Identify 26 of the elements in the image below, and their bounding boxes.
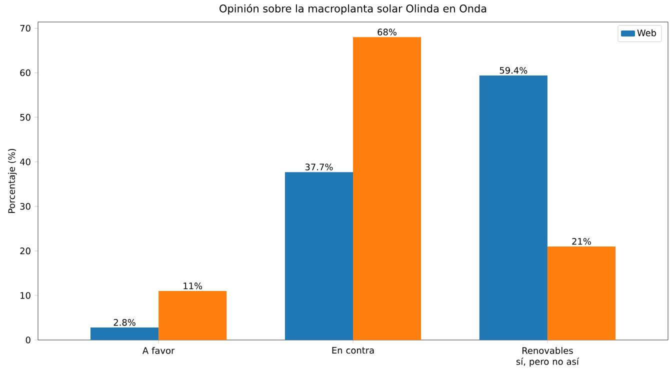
data-label: 59.4%	[500, 66, 528, 74]
x-tick-label: En contra	[332, 347, 374, 354]
y-tick-label: 40	[20, 158, 30, 166]
y-axis-title: Porcentaje (%)	[8, 148, 17, 213]
data-label: 68%	[378, 28, 397, 36]
x-tick-label: A favor	[142, 347, 175, 354]
y-tick-label: 0	[26, 336, 30, 344]
data-label: 37.7%	[305, 164, 333, 170]
y-tick-label: 50	[20, 114, 30, 121]
y-tick-label: 60	[20, 69, 30, 76]
bar	[90, 328, 159, 340]
bar	[158, 291, 227, 340]
chart-title: Opinión sobre la macroplanta solar Olinda en Onda	[220, 4, 486, 14]
legend-label: Web	[637, 29, 656, 36]
bar	[479, 75, 548, 340]
y-tick-label: 30	[20, 202, 30, 210]
bar	[353, 37, 422, 340]
bar	[284, 172, 354, 340]
data-label: 21%	[572, 238, 591, 245]
data-label: 11%	[184, 282, 202, 290]
y-tick-label: 20	[20, 248, 30, 254]
x-tick-label: Renovables sí, pero no así	[516, 347, 580, 367]
bar	[547, 246, 616, 340]
y-tick-label: 10	[20, 292, 30, 299]
y-tick-label: 70	[20, 24, 30, 32]
data-label: 2.8%	[114, 319, 136, 326]
